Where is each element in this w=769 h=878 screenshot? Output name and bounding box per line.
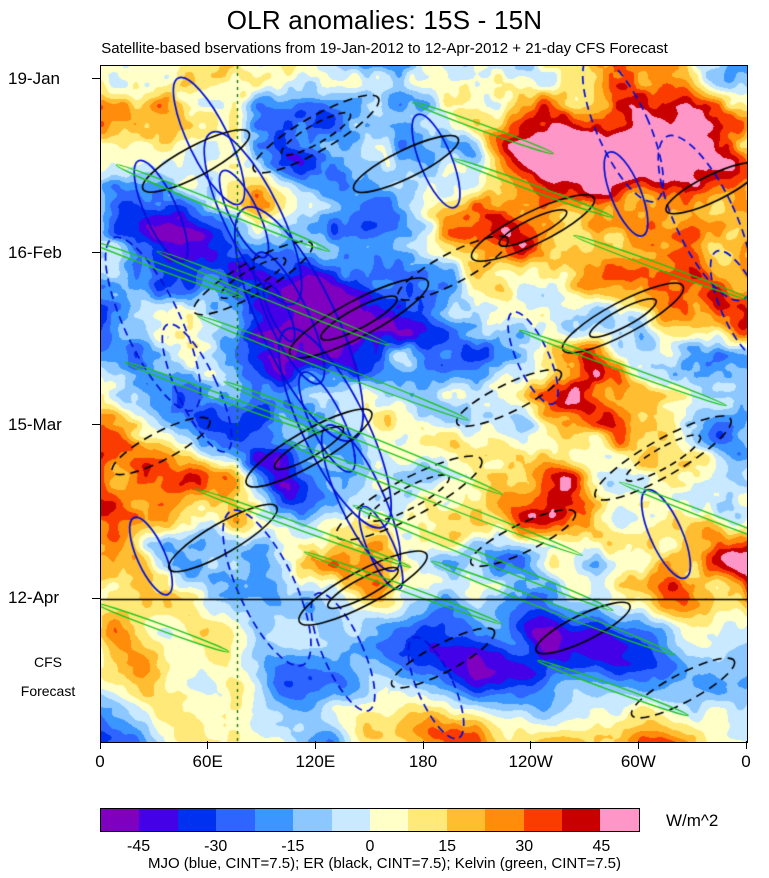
longitude-axis-tick [99,741,101,749]
longitude-axis-tick [530,741,532,749]
colorbar-cell [446,809,486,831]
cfs-label-line1: CFS [34,654,62,670]
figure-title: OLR anomalies: 15S - 15N [226,5,543,35]
colorbar-cell [177,809,217,831]
colorbar-tick-label: -45 [127,838,151,855]
time-axis-label: 12-Apr [8,588,60,608]
colorbar-cell [293,809,332,831]
time-axis-label: 16-Feb [8,242,62,262]
longitude-axis-label: 120E [295,752,336,771]
figure-subtitle: Satellite-based bservations from 19-Jan-… [101,40,668,57]
colorbar-cell [254,809,294,831]
olr-anomaly-field-canvas [101,66,747,742]
colorbar-tick-label: 15 [438,838,457,855]
colorbar-cell [562,809,601,831]
plot-area [100,65,748,743]
time-axis-label: 15-Mar [8,414,62,434]
time-axis-tick [92,597,100,599]
time-axis: 19-Jan 16-Feb 15-Mar 12-Apr [0,65,100,741]
colorbar-cell [216,809,255,831]
colorbar-tick-label: -30 [204,838,228,855]
time-axis-label: 19-Jan [8,68,60,88]
colorbar-area: -45 -30 -15 0 15 30 45 W/m^2 [100,808,769,868]
colorbar-cell [139,809,178,831]
longitude-axis-label: 180 [408,752,438,771]
colorbar-tick-label: 30 [515,838,534,855]
colorbar-tick-label: -15 [281,838,305,855]
colorbar-tick-label: 0 [365,838,375,855]
colorbar-cell [485,809,524,831]
longitude-axis-tick [637,741,639,749]
colorbar-cell [331,809,370,831]
cfs-label-line2: Forecast [20,683,76,699]
longitude-axis-tick [422,741,424,749]
time-axis-tick [92,424,100,426]
colorbar-cell [600,809,639,831]
colorbar-tick-label: 45 [592,838,611,855]
time-axis-tick [92,78,100,80]
longitude-axis-label: 0 [95,752,105,771]
colorbar-cell [369,809,409,831]
colorbar-cell [523,809,563,831]
longitude-axis-tick [207,741,209,749]
cfs-forecast-label: CFS Forecast [5,655,91,713]
longitude-axis-label: 60E [192,752,223,771]
longitude-axis-label: 60W [620,752,656,771]
longitude-axis: 0 60E 120E 180 120W 60W 0 [95,741,751,781]
colorbar [100,808,640,832]
colorbar-cell [408,809,447,831]
colorbar-unit: W/m^2 [666,811,719,830]
time-axis-tick [92,252,100,254]
colorbar-cell [101,809,140,831]
legend-caption: MJO (blue, CINT=7.5); ER (black, CINT=7.… [147,855,622,872]
longitude-axis-label: 0 [741,752,751,771]
longitude-axis-label: 120W [508,752,553,771]
longitude-axis-tick [745,741,747,749]
longitude-axis-tick [314,741,316,749]
